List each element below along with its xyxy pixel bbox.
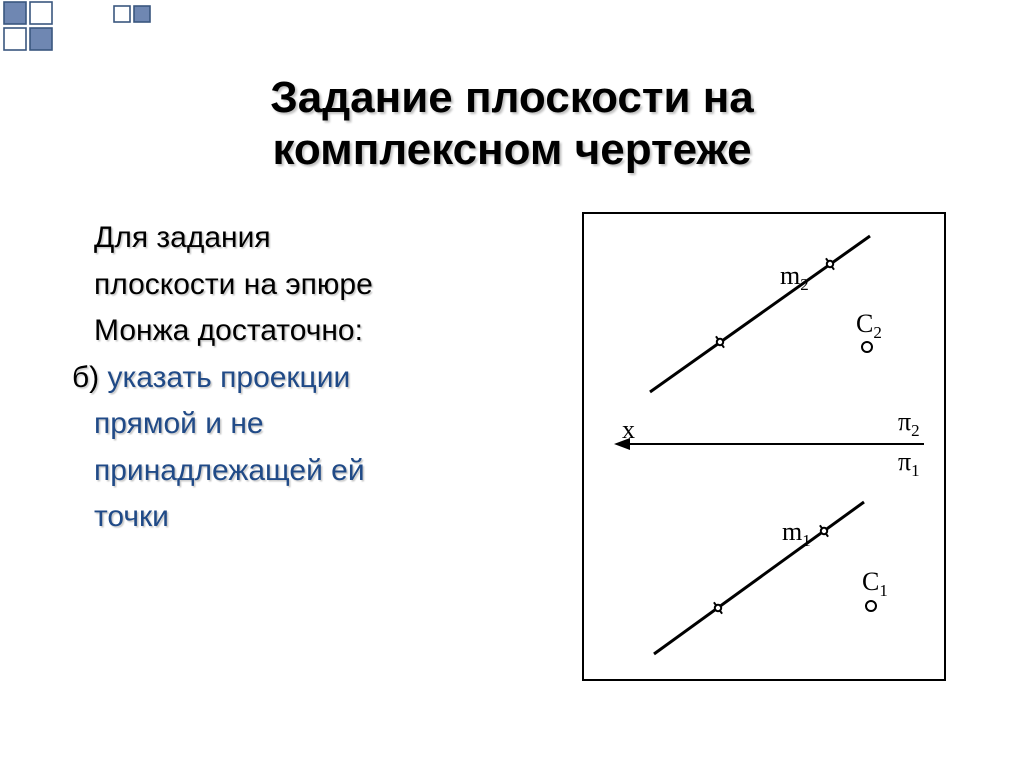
slide-title: Задание плоскости на комплексном чертеже (0, 72, 1024, 176)
tail-line-1: прямой и не (72, 404, 502, 445)
projection-diagram: x π2 π1 m2 m1 C2 C1 (582, 212, 946, 681)
svg-text:m1: m1 (782, 517, 811, 550)
svg-text:C1: C1 (862, 567, 888, 600)
lead-line-2: плоскости на эпюре (72, 265, 502, 306)
title-line-1: Задание плоскости на (270, 73, 754, 122)
lead-line-3: Монжа достаточно: (72, 311, 502, 352)
item-highlight: указать проекции (108, 361, 351, 394)
slide-decor (0, 0, 180, 50)
svg-text:m2: m2 (780, 261, 809, 294)
slide-body-text: Для задания плоскости на эпюре Монжа дос… (72, 218, 502, 544)
svg-text:π2: π2 (898, 407, 920, 440)
tail-line-3: точки (72, 497, 502, 538)
tail-line-2: принадлежащей ей (72, 451, 502, 492)
item-line: б) указать проекции (72, 358, 502, 399)
svg-text:C2: C2 (856, 309, 882, 342)
svg-text:π1: π1 (898, 447, 920, 480)
lead-line-1: Для задания (72, 218, 502, 259)
title-line-2: комплексном чертеже (272, 125, 751, 174)
item-prefix: б) (72, 361, 108, 394)
svg-text:x: x (622, 415, 635, 444)
